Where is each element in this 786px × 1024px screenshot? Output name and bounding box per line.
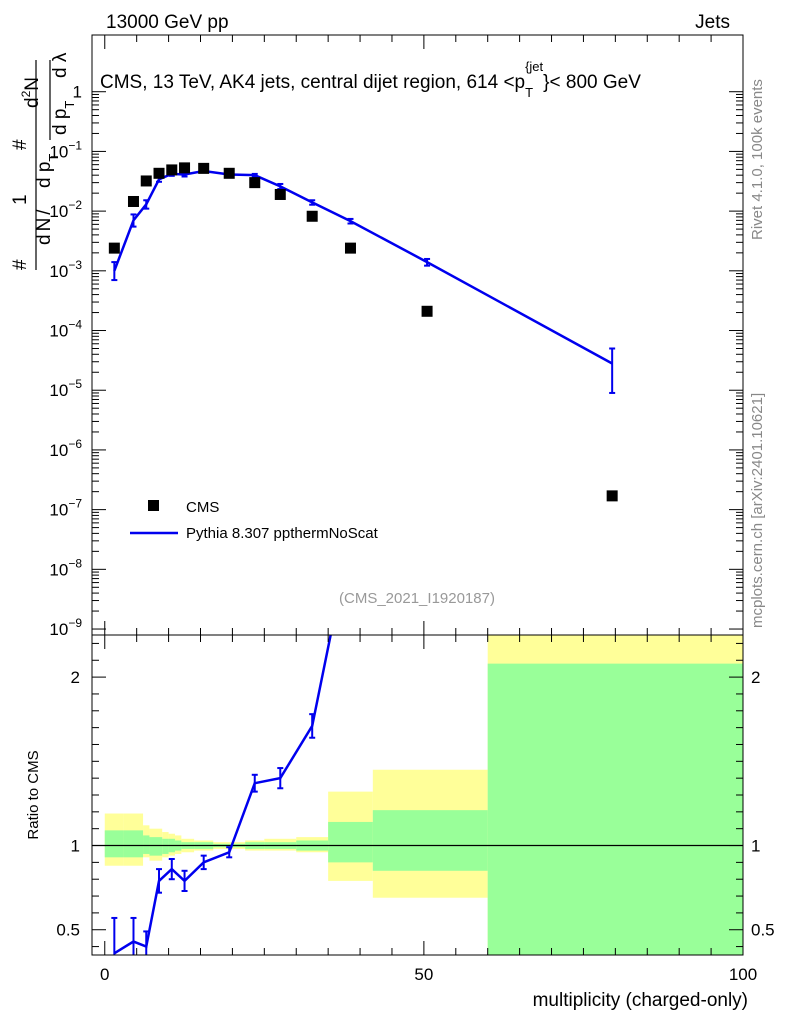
main-frame bbox=[91, 34, 744, 636]
ratio-band-green bbox=[372, 810, 488, 871]
cms-data-point bbox=[223, 167, 235, 179]
ratio-y-tick-label-right: 1 bbox=[751, 837, 760, 856]
ratio-y-tick-label-right: 2 bbox=[751, 668, 760, 687]
main-y-tick-label: 10−7 bbox=[49, 497, 82, 520]
ratio-band-green bbox=[149, 837, 163, 856]
ylabel-hash-1: # bbox=[10, 259, 31, 270]
ratio-band-green bbox=[162, 838, 169, 854]
cms-data-point bbox=[179, 162, 191, 174]
header-left: 13000 GeV pp bbox=[106, 12, 229, 33]
cms-data-point bbox=[166, 164, 178, 176]
x-tick-label: 50 bbox=[414, 965, 433, 984]
cms-data-points bbox=[108, 162, 618, 502]
legend-pythia-label: Pythia 8.307 ppthermNoScat bbox=[186, 525, 379, 542]
main-y-tick-label: 10−2 bbox=[49, 198, 82, 221]
chart-title: CMS, 13 TeV, AK4 jets, central dijet reg… bbox=[100, 59, 641, 100]
main-y-tick-label: 10−3 bbox=[49, 258, 82, 281]
main-y-label: # 1 dN/ d pT # d2N d pT d λ bbox=[10, 52, 77, 270]
ratio-y-ticks: 0.5 0.5 1 1 2 2 bbox=[56, 642, 775, 948]
cms-data-point bbox=[127, 195, 139, 207]
main-y-tick-label: 1 bbox=[73, 83, 82, 102]
pythia-error-bars bbox=[111, 168, 616, 394]
x-tick-label: 100 bbox=[729, 965, 757, 984]
x-tick-label: 0 bbox=[100, 965, 109, 984]
ratio-band-green bbox=[328, 821, 373, 863]
ratio-series-line bbox=[113, 635, 332, 955]
header-right: Jets bbox=[695, 12, 730, 33]
ylabel-hash-2: # bbox=[10, 139, 31, 150]
main-y-tick-label: 10−5 bbox=[49, 377, 82, 400]
ratio-y-label: Ratio to CMS bbox=[25, 750, 42, 839]
ratio-band-green bbox=[143, 835, 150, 854]
cms-data-point bbox=[108, 242, 120, 254]
ylabel-one: 1 bbox=[10, 194, 31, 205]
cms-data-point bbox=[421, 305, 433, 317]
main-y-tick-label: 10−9 bbox=[49, 616, 82, 639]
ratio-panel: 0.5 0.5 1 1 2 2 0 50 100 Ratio to CMS multiplic… bbox=[25, 634, 775, 1011]
cms-data-point bbox=[198, 162, 210, 174]
main-y-tick-label: 10−4 bbox=[49, 318, 82, 341]
cms-data-point bbox=[606, 490, 618, 502]
ratio-uncertainty-bands bbox=[104, 635, 743, 955]
pythia-series-line bbox=[113, 169, 613, 365]
analysis-id-annotation: (CMS_2021_I1920187) bbox=[339, 590, 495, 607]
rivet-label: Rivet 4.1.0, 100k events bbox=[749, 79, 766, 240]
ratio-x-ticks: 0 50 100 bbox=[100, 635, 757, 984]
cms-data-point bbox=[153, 167, 165, 179]
ratio-y-tick-label: 0.5 bbox=[56, 921, 80, 940]
ratio-band-green bbox=[104, 830, 124, 858]
legend-cms-marker bbox=[148, 500, 159, 511]
cms-data-point bbox=[140, 175, 152, 187]
x-axis-label: multiplicity (charged-only) bbox=[533, 990, 748, 1011]
ratio-y-tick-label-right: 0.5 bbox=[751, 921, 775, 940]
main-panel: 10−9 10−8 10−7 10−6 10−5 10−4 10−3 10−2 10−1 1 CM… bbox=[10, 34, 744, 639]
cms-data-point bbox=[274, 188, 286, 200]
ylabel-dn: dN/ bbox=[34, 209, 55, 245]
ratio-y-tick-label: 1 bbox=[71, 837, 80, 856]
cms-data-point bbox=[306, 210, 318, 222]
ratio-band-green bbox=[487, 663, 743, 955]
main-y-tick-label: 10−1 bbox=[49, 138, 82, 161]
ratio-band-green bbox=[123, 830, 144, 858]
ratio-y-tick-label: 2 bbox=[71, 668, 80, 687]
mcplots-label: mcplots.cern.ch [arXiv:2401.10621] bbox=[749, 393, 766, 628]
ratio-error-bars bbox=[111, 713, 316, 955]
cms-data-point bbox=[249, 177, 261, 189]
ylabel-dpt-2: d pT bbox=[50, 101, 77, 135]
cms-data-point bbox=[344, 242, 356, 254]
main-x-ticks bbox=[104, 35, 744, 635]
main-y-tick-label: 10−8 bbox=[49, 556, 82, 579]
ylabel-dpt: d pT bbox=[34, 154, 61, 188]
main-y-tick-label: 10−6 bbox=[49, 437, 82, 460]
main-y-ticks: 10−9 10−8 10−7 10−6 10−5 10−4 10−3 10−2 10−1 1 bbox=[49, 83, 743, 639]
ylabel-dlambda: d λ bbox=[50, 52, 71, 78]
legend-cms-label: CMS bbox=[186, 499, 219, 516]
ylabel-d2n: d2N bbox=[19, 77, 43, 108]
